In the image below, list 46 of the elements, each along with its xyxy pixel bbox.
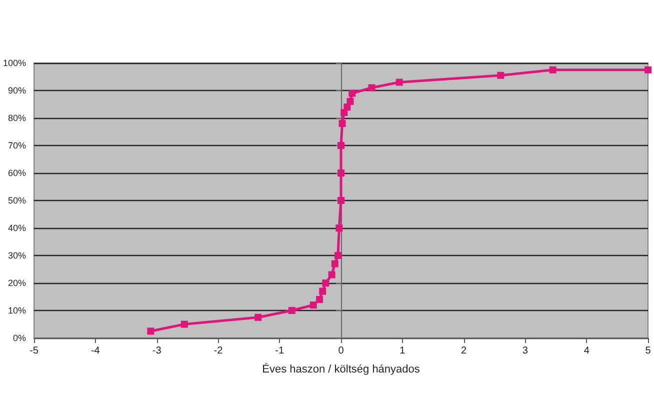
y-tick-label: 100% <box>2 58 26 68</box>
x-tick-label: -3 <box>152 346 162 356</box>
point <box>328 271 336 278</box>
point <box>319 288 326 295</box>
point <box>338 142 345 149</box>
y-tick-label: 60% <box>8 168 26 178</box>
point <box>180 320 188 328</box>
y-tick-label: 30% <box>8 250 26 260</box>
point <box>336 224 343 232</box>
point <box>497 72 504 79</box>
point <box>254 314 262 321</box>
x-tick-label: 2 <box>461 346 468 356</box>
y-tick-label: 50% <box>8 196 26 206</box>
point <box>368 84 376 92</box>
point <box>147 328 154 335</box>
y-tick-label: 90% <box>8 86 26 96</box>
y-tick-label: 10% <box>8 306 26 316</box>
point <box>549 66 556 74</box>
y-tick-label: 70% <box>8 140 26 150</box>
x-tick-label: 5 <box>645 346 652 356</box>
y-tick-label: 80% <box>8 113 26 123</box>
x-axis-title: Éves haszon / költség hányados <box>262 362 420 376</box>
point <box>348 90 356 97</box>
point <box>288 307 296 314</box>
y-tick-label: 40% <box>8 223 26 233</box>
point <box>338 170 345 176</box>
y-tick-label: 0% <box>13 333 26 343</box>
point <box>310 302 317 308</box>
x-tick-label: -4 <box>90 346 100 356</box>
point <box>338 120 346 127</box>
point <box>396 78 403 86</box>
point <box>316 296 324 303</box>
point <box>346 98 354 105</box>
x-tick-label: 0 <box>338 346 344 356</box>
x-tick-label: -2 <box>214 346 224 356</box>
y-tick-label: 20% <box>8 278 26 288</box>
point <box>644 66 652 74</box>
point <box>334 252 342 259</box>
point <box>322 280 330 286</box>
x-tick-label: 3 <box>522 346 528 356</box>
x-tick-label: -5 <box>30 346 39 356</box>
x-tick-label: -1 <box>275 346 284 356</box>
x-tick-label: 4 <box>584 346 590 356</box>
point <box>331 260 338 268</box>
point <box>338 197 345 204</box>
x-tick-label: 1 <box>400 346 406 356</box>
